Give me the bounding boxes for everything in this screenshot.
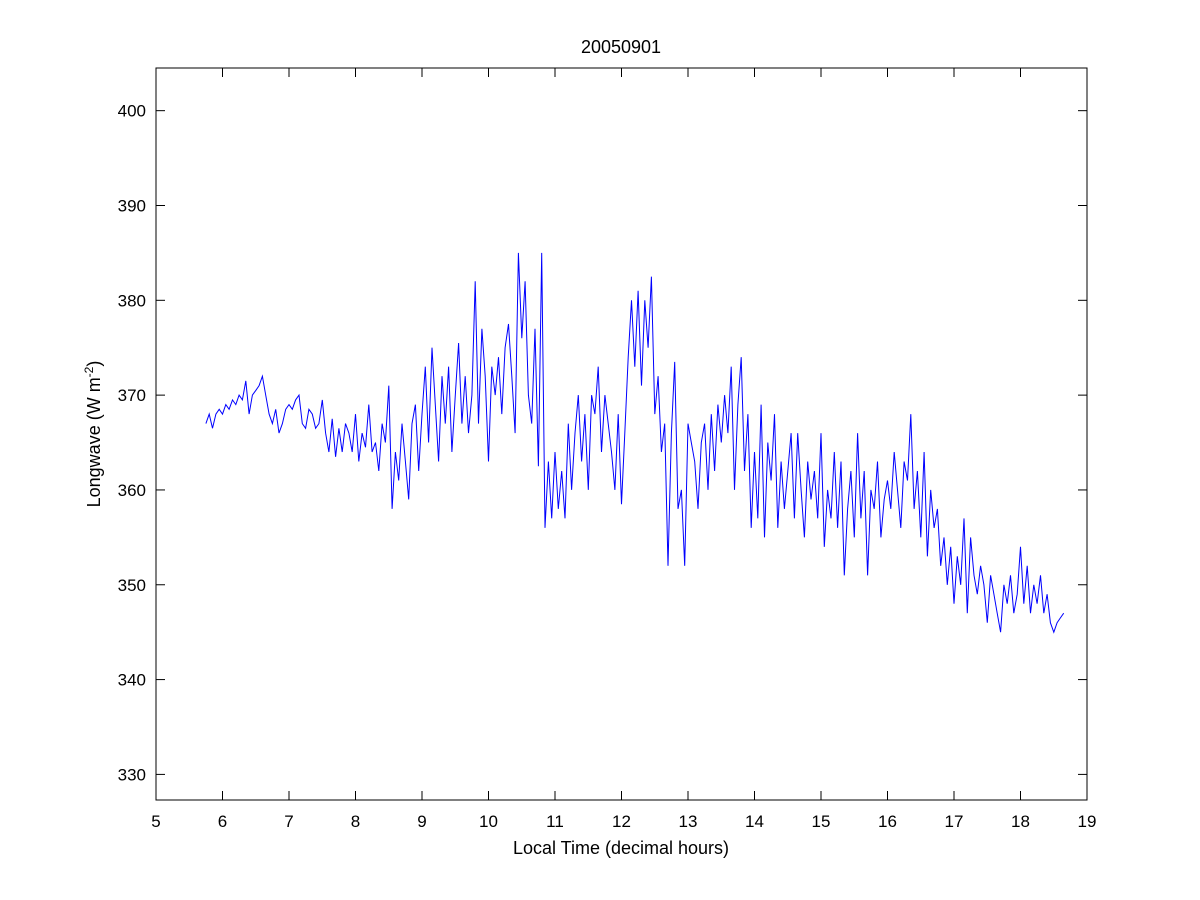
ticks — [155, 68, 1088, 800]
y-axis-label-end: ) — [84, 361, 104, 367]
x-tick-label: 18 — [1011, 812, 1030, 831]
y-tick-label: 370 — [118, 386, 146, 405]
x-tick-label: 9 — [417, 812, 426, 831]
x-tick-label: 8 — [351, 812, 360, 831]
x-tick-label: 10 — [479, 812, 498, 831]
y-tick-label: 380 — [118, 291, 146, 310]
x-tick-label: 19 — [1078, 812, 1097, 831]
x-tick-label: 16 — [878, 812, 897, 831]
chart-title: 20050901 — [581, 37, 661, 57]
series-line-longwave — [205, 252, 1065, 634]
x-tick-label: 15 — [812, 812, 831, 831]
y-tick-label: 330 — [118, 765, 146, 784]
y-tick-label: 340 — [118, 671, 146, 690]
x-tick-labels: 5 6 7 8 9 10 11 12 13 14 15 16 17 18 19 — [151, 812, 1096, 831]
y-axis-label-superscript: -2 — [82, 366, 96, 377]
y-tick-labels: 330 340 350 360 370 380 390 400 — [118, 102, 146, 785]
y-axis-label-main: Longwave (W m — [84, 377, 104, 507]
x-tick-label: 13 — [679, 812, 698, 831]
x-tick-label: 7 — [284, 812, 293, 831]
x-tick-label: 6 — [218, 812, 227, 831]
x-tick-label: 5 — [151, 812, 160, 831]
x-tick-label: 12 — [612, 812, 631, 831]
y-tick-label: 390 — [118, 196, 146, 215]
plot-area — [155, 67, 1088, 801]
x-tick-label: 11 — [546, 812, 564, 831]
y-tick-label: 400 — [118, 102, 146, 121]
x-axis-label: Local Time (decimal hours) — [513, 838, 729, 858]
x-tick-label: 17 — [945, 812, 964, 831]
y-axis-label: Longwave (W m-2) — [82, 361, 104, 508]
y-tick-label: 360 — [118, 481, 146, 500]
y-tick-label: 350 — [118, 576, 146, 595]
x-tick-label: 14 — [745, 812, 764, 831]
